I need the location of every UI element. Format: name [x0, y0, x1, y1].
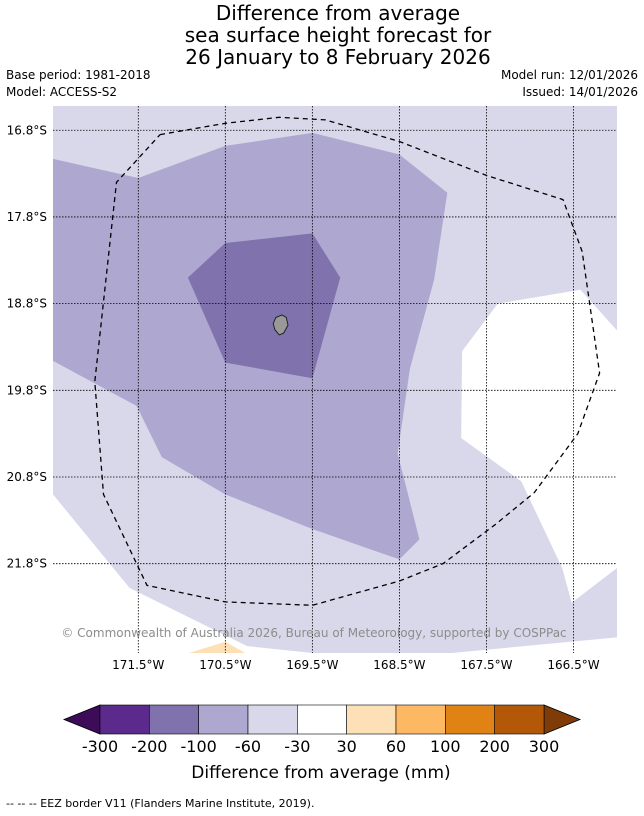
- colorbar-segment-8: [494, 704, 545, 735]
- contour-region-3: [188, 641, 246, 653]
- colorbar-segment-7: [445, 704, 495, 735]
- x-tick-label-5: 166.5°W: [547, 658, 599, 672]
- y-tick-label-5: 21.8°S: [7, 557, 47, 571]
- sea-level-map: © Commonwealth of Australia 2026, Bureau…: [7, 106, 617, 783]
- colorbar-tick-3: -60: [235, 737, 261, 756]
- y-tick-label-1: 17.8°S: [7, 210, 47, 224]
- colorbar-tick-9: 300: [529, 737, 560, 756]
- plot-area: [53, 106, 617, 653]
- base-period: Base period: 1981-2018: [6, 68, 151, 82]
- colorbar-extend-high: [543, 704, 582, 735]
- colorbar-segment-4: [297, 704, 347, 735]
- colorbar-label: Difference from average (mm): [191, 763, 450, 783]
- colorbar-tick-7: 100: [430, 737, 461, 756]
- x-tick-label-4: 167.5°W: [460, 658, 512, 672]
- colorbar-tick-0: -300: [82, 737, 118, 756]
- colorbar-extend-low: [62, 704, 101, 735]
- y-tick-label-0: 16.8°S: [7, 123, 47, 137]
- x-tick-label-0: 171.5°W: [112, 658, 164, 672]
- plot-clip-group: [53, 106, 617, 653]
- colorbar-tick-4: -30: [284, 737, 310, 756]
- x-tick-label-2: 169.5°W: [286, 658, 338, 672]
- chart-title-line-1: Difference from average: [215, 1, 461, 25]
- issued-date: Issued: 14/01/2026: [522, 85, 638, 99]
- colorbar-tick-1: -200: [131, 737, 167, 756]
- x-tick-label-1: 170.5°W: [199, 658, 251, 672]
- colorbar-segment-3: [247, 704, 298, 735]
- colorbar-segment-5: [346, 704, 397, 735]
- colorbar-tick-6: 60: [386, 737, 406, 756]
- model-name: Model: ACCESS-S2: [6, 85, 118, 99]
- x-tick-label-3: 168.5°W: [373, 658, 425, 672]
- colorbar-segment-2: [198, 704, 249, 735]
- model-run: Model run: 12/01/2026: [500, 68, 638, 82]
- colorbar-tick-5: 30: [336, 737, 356, 756]
- colorbar-segment-1: [149, 704, 199, 735]
- island-niue: [272, 314, 289, 336]
- chart-title-line-2: sea surface height forecast for: [184, 23, 492, 47]
- colorbar-segment-6: [395, 704, 446, 735]
- eez-footnote: -- -- -- EEZ border V11 (Flanders Marine…: [6, 797, 315, 810]
- colorbar: -300 -200 -100 -60 -30 30 60 100 200 300: [62, 704, 582, 756]
- y-tick-label-2: 18.8°S: [7, 297, 47, 311]
- colorbar-tick-2: -100: [181, 737, 217, 756]
- contour-region-2: [187, 233, 341, 379]
- colorbar-tick-8: 200: [479, 737, 510, 756]
- eez-border-line: [94, 116, 601, 606]
- axes: 171.5°W 170.5°W 169.5°W 168.5°W 167.5°W 166.5…: [7, 123, 600, 672]
- y-tick-label-4: 20.8°S: [7, 470, 47, 484]
- chart-title-line-3: 26 January to 8 February 2026: [185, 45, 491, 69]
- colorbar-segment-0: [99, 704, 150, 735]
- y-tick-label-3: 19.8°S: [7, 383, 47, 397]
- copyright-notice: © Commonwealth of Australia 2026, Bureau…: [61, 626, 566, 640]
